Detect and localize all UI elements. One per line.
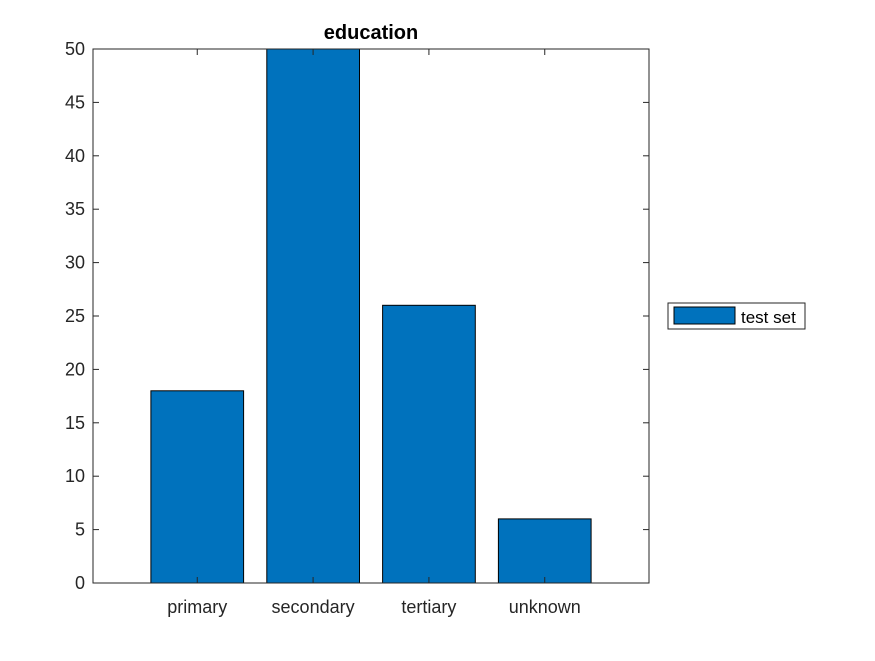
y-tick-label-0: 0 bbox=[75, 573, 85, 593]
bar-secondary bbox=[266, 48, 360, 584]
y-tick-label-5: 5 bbox=[75, 520, 85, 540]
bar-tertiary bbox=[382, 304, 476, 584]
bar-primary bbox=[150, 390, 245, 584]
bar-unknown bbox=[497, 518, 592, 584]
legend: test set bbox=[667, 302, 806, 330]
y-tick-label-45: 45 bbox=[65, 92, 85, 112]
y-tick-label-30: 30 bbox=[65, 253, 85, 273]
y-tick-label-25: 25 bbox=[65, 306, 85, 326]
y-tick-label-50: 50 bbox=[65, 39, 85, 59]
y-tick-label-15: 15 bbox=[65, 413, 85, 433]
y-tick-label-40: 40 bbox=[65, 146, 85, 166]
x-tick-label-secondary: secondary bbox=[272, 597, 355, 617]
y-tick-label-35: 35 bbox=[65, 199, 85, 219]
plot-border bbox=[92, 48, 650, 584]
x-tick-label-primary: primary bbox=[167, 597, 227, 617]
y-tick-label-10: 10 bbox=[65, 466, 85, 486]
y-axis-ticks: 0 5 10 15 20 25 30 35 40 45 50 bbox=[65, 39, 649, 593]
y-tick-label-20: 20 bbox=[65, 359, 85, 379]
legend-label: test set bbox=[741, 308, 796, 327]
chart-title: education bbox=[324, 22, 418, 44]
legend-swatch bbox=[673, 306, 736, 325]
x-tick-label-unknown: unknown bbox=[509, 597, 581, 617]
bars-group bbox=[150, 48, 592, 584]
x-axis-ticks: primary secondary tertiary unknown bbox=[167, 49, 581, 617]
x-tick-label-tertiary: tertiary bbox=[401, 597, 456, 617]
